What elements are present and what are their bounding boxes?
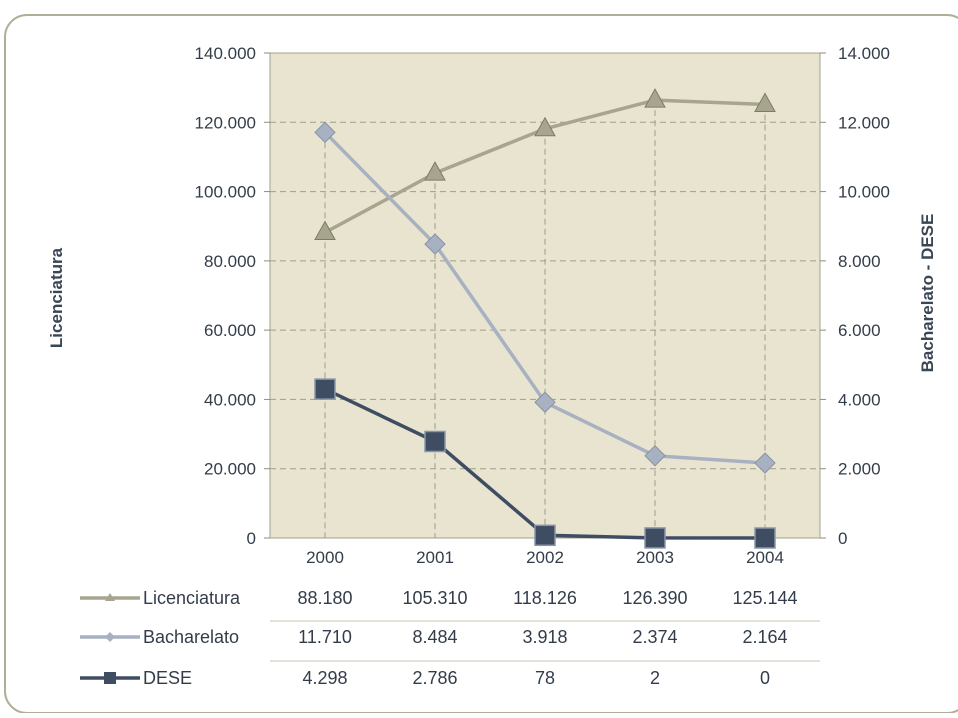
y-right-tick-label: 12.000 [838, 113, 890, 132]
data-label-licenciatura: 105.310 [402, 588, 467, 608]
y-left-tick-label: 0 [247, 529, 256, 548]
data-point-dese [424, 430, 446, 453]
data-point-bacharelato [314, 121, 336, 144]
data-point-bacharelato [424, 233, 446, 255]
data-point-licenciatura [754, 92, 776, 112]
data-point-dese [644, 527, 666, 549]
data-point-licenciatura [644, 88, 666, 108]
y-right-tick-label: 10.000 [838, 183, 890, 202]
y-left-tick-label: 40.000 [204, 390, 256, 409]
y-axis-right-title: Bacharelato - DESE [918, 214, 937, 373]
data-label-bacharelato: 8.484 [412, 627, 457, 647]
data-point-licenciatura [424, 161, 446, 181]
y-right-tick-label: 8.000 [838, 252, 881, 271]
legend-label-bacharelato: Bacharelato [143, 627, 239, 647]
axes: 0 0 20.000 2.000 40.000 4.000 60.000 6.000 80.00… [195, 44, 890, 567]
data-point-dese [534, 524, 556, 547]
data-label-licenciatura: 125.144 [732, 588, 797, 608]
series-layer [314, 88, 776, 549]
x-tick-label: 2002 [526, 548, 564, 567]
y-right-tick-label: 2.000 [838, 460, 881, 479]
data-label-dese: 78 [535, 668, 555, 688]
data-label-bacharelato: 2.374 [632, 627, 677, 647]
data-point-dese [314, 378, 336, 400]
legend-marker-bacharelato [105, 632, 115, 642]
data-point-dese [754, 527, 776, 549]
data-label-dese: 0 [760, 668, 770, 688]
y-left-tick-label: 140.000 [195, 44, 256, 63]
x-tick-label: 2003 [636, 548, 674, 567]
legend-marker-dese [104, 672, 116, 684]
y-left-tick-label: 80.000 [204, 252, 256, 271]
data-label-bacharelato: 11.710 [298, 627, 352, 647]
data-point-licenciatura [534, 116, 556, 137]
data-label-licenciatura: 126.390 [622, 588, 687, 608]
y-axis-left-title: Licenciatura [47, 247, 66, 348]
y-right-tick-label: 6.000 [838, 321, 881, 340]
y-left-tick-label: 60.000 [204, 321, 256, 340]
data-point-licenciatura [314, 220, 336, 241]
legend-label-licenciatura: Licenciatura [143, 588, 241, 608]
data-point-bacharelato [644, 445, 666, 467]
data-label-dese: 4.298 [302, 668, 347, 688]
x-tick-label: 2004 [746, 548, 784, 567]
data-point-bacharelato [534, 391, 556, 413]
data-point-bacharelato [754, 452, 776, 474]
data-label-dese: 2 [650, 668, 660, 688]
data-label-bacharelato: 3.918 [522, 627, 567, 647]
data-label-licenciatura: 88.180 [297, 588, 352, 608]
legend-marker-licenciatura [105, 593, 115, 601]
data-label-bacharelato: 2.164 [742, 627, 787, 647]
data-table: Licenciatura 88.180 105.310 118.126 126.390 1… [80, 588, 820, 688]
y-right-tick-label: 0 [838, 529, 847, 548]
x-tick-label: 2001 [416, 548, 454, 567]
y-left-tick-label: 20.000 [204, 460, 256, 479]
data-label-licenciatura: 118.126 [513, 588, 577, 608]
y-right-tick-label: 14.000 [838, 44, 890, 63]
data-label-dese: 2.786 [412, 668, 457, 688]
y-right-tick-label: 4.000 [838, 390, 881, 409]
legend-label-dese: DESE [143, 668, 192, 688]
x-tick-label: 2000 [306, 548, 344, 567]
y-left-tick-label: 120.000 [195, 113, 256, 132]
y-left-tick-label: 100.000 [195, 183, 256, 202]
